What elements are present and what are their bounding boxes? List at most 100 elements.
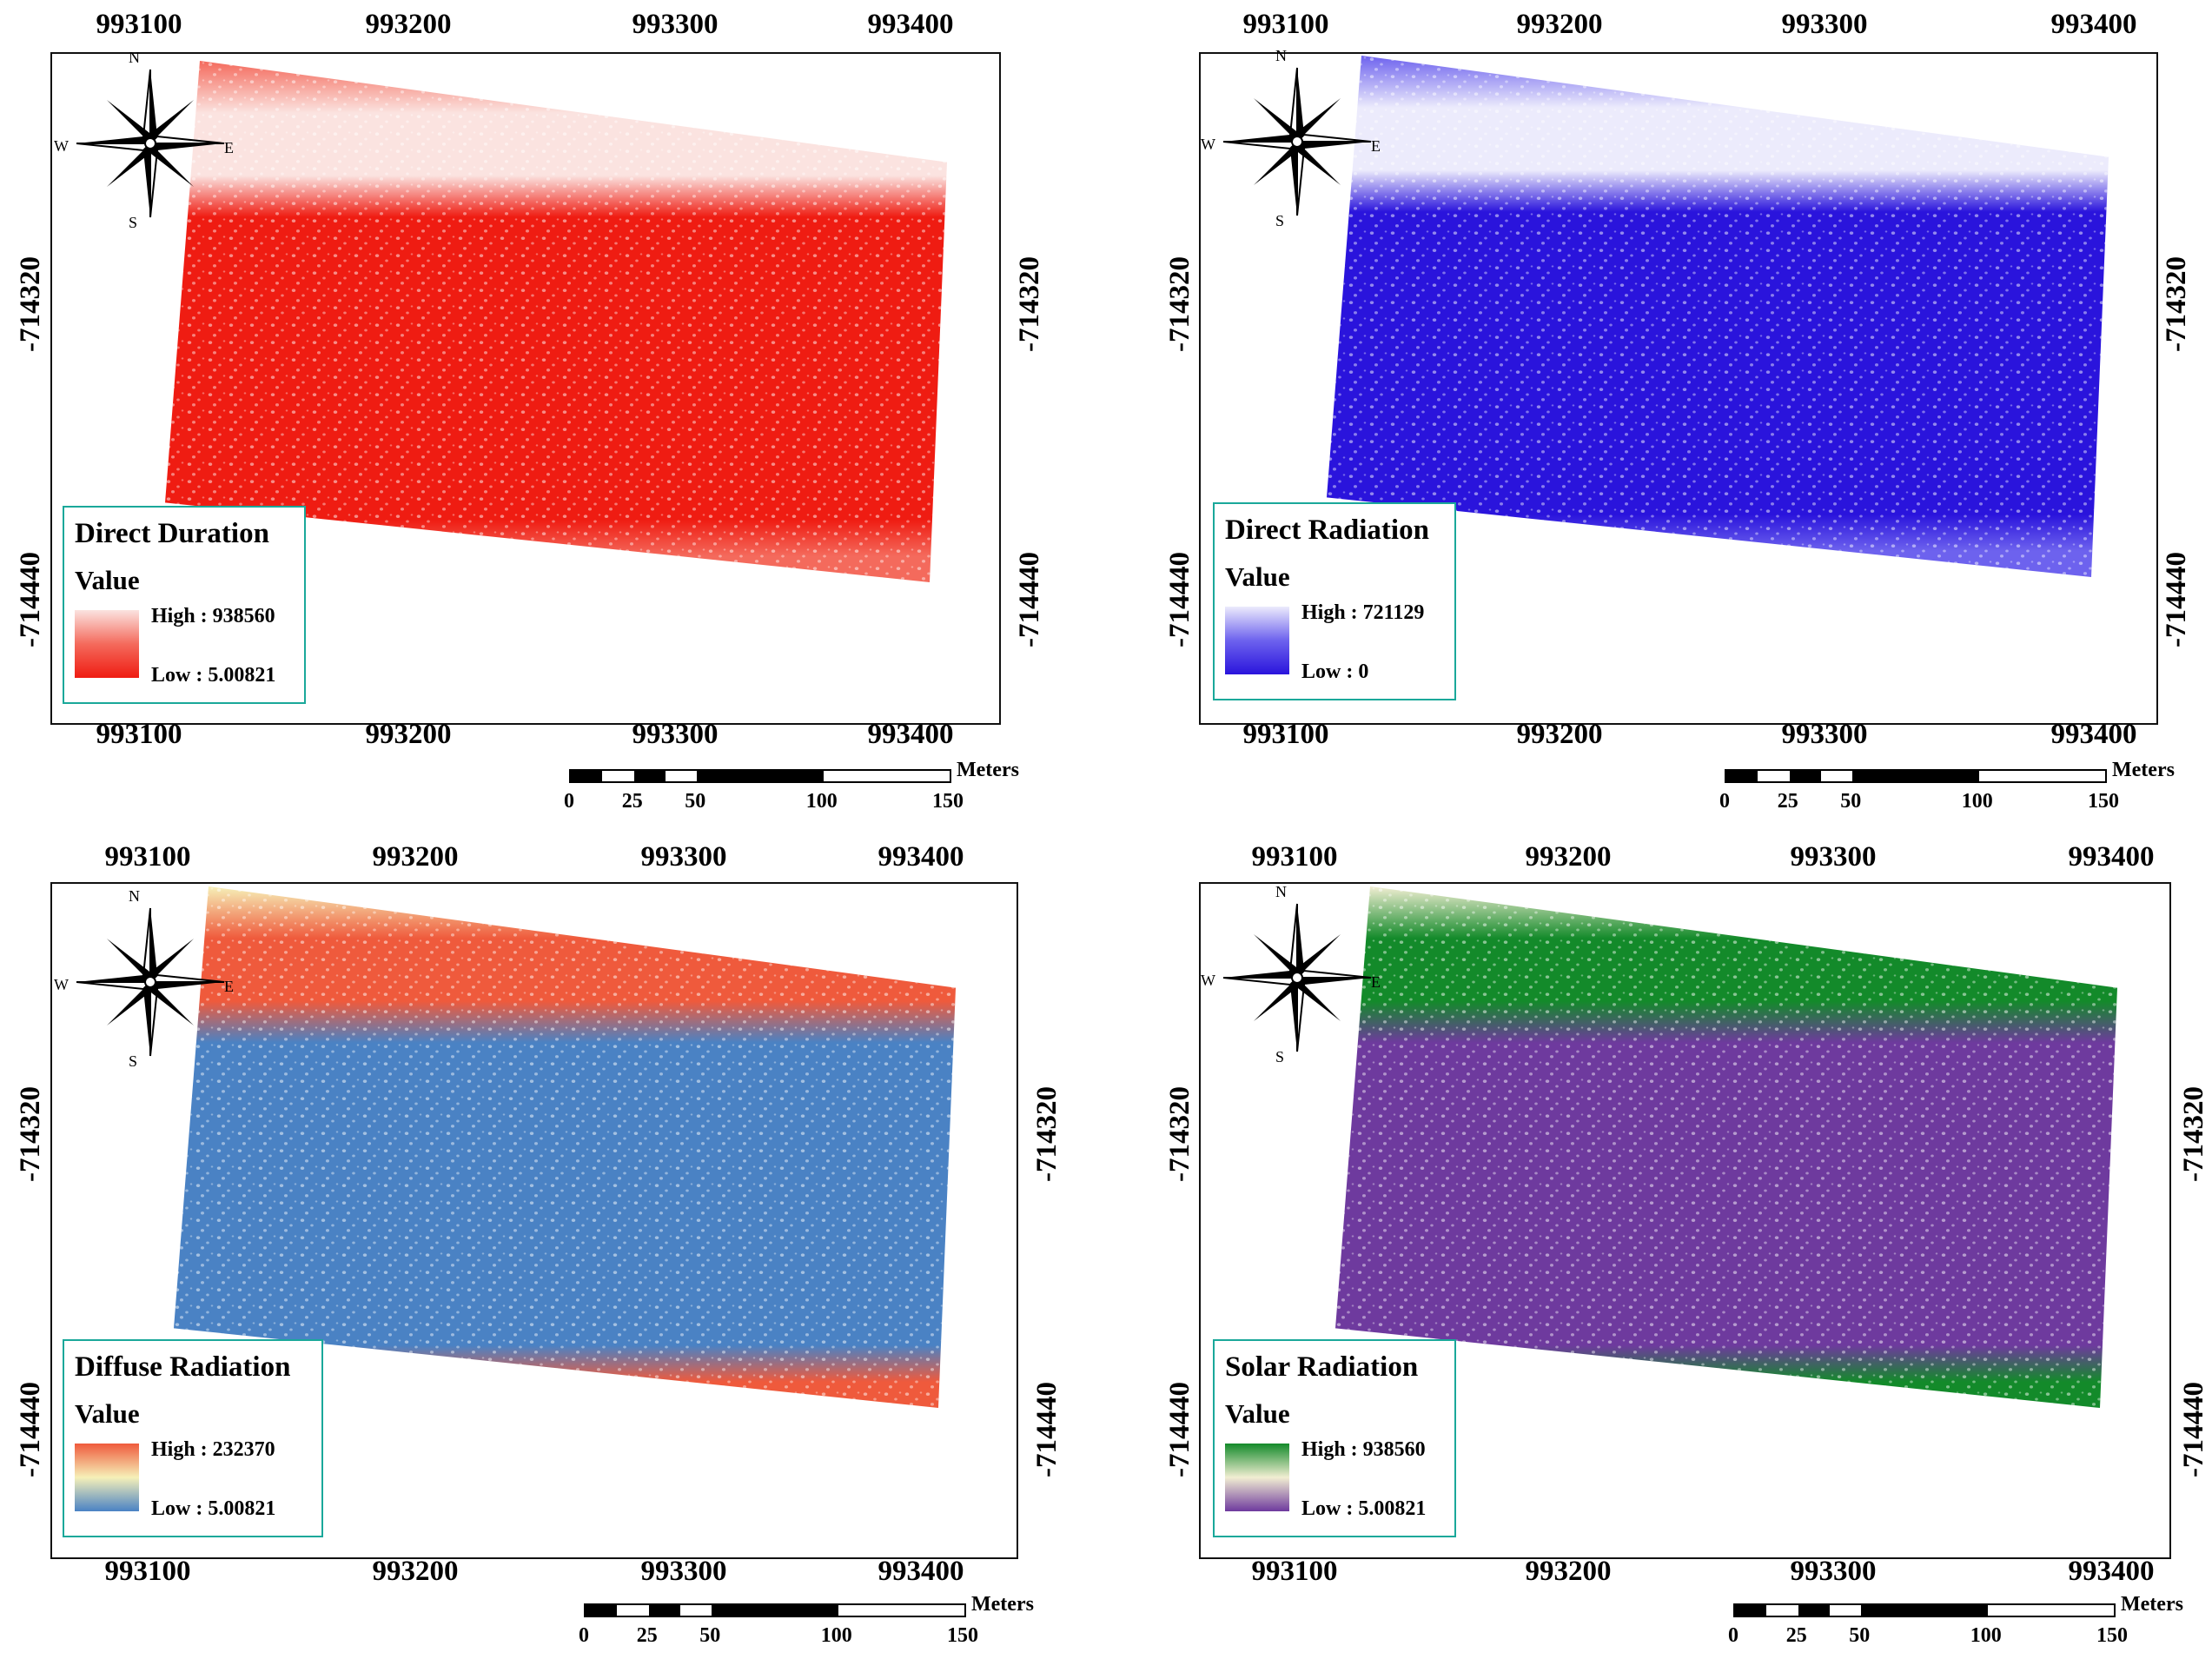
north-arrow-icon: N S W E (54, 49, 234, 231)
scale-tick-label: 150 (2088, 790, 2119, 813)
y-coordinate-label: -714320 (1164, 256, 1195, 352)
scale-tick-label: 0 (1719, 790, 1730, 813)
x-coordinate-label: 993400 (2068, 1556, 2155, 1587)
raster-image (174, 886, 956, 1408)
x-coordinate-label: 993400 (2050, 719, 2137, 750)
scale-bar: Meters 0 25 50 100 150 (564, 759, 1038, 828)
x-coordinate-label: 993100 (104, 841, 191, 873)
map-legend: Solar Radiation Value High : 938560 Low … (1213, 1339, 1456, 1537)
y-coordinate-label: -714440 (1014, 552, 1045, 647)
x-coordinate-label: 993300 (632, 9, 719, 40)
x-coordinate-label: 993200 (1516, 719, 1603, 750)
compass-n-label: N (1275, 47, 1287, 64)
x-coordinate-label: 993200 (372, 1556, 459, 1587)
x-coordinate-label: 993300 (632, 719, 719, 750)
map-legend: Direct Duration Value High : 938560 Low … (63, 506, 306, 704)
y-coordinate-label: -714440 (1164, 1382, 1195, 1477)
north-arrow-icon: N S W E (54, 887, 234, 1070)
scale-tick-label: 50 (1840, 790, 1862, 813)
y-coordinate-label: -714320 (1014, 256, 1045, 352)
y-coordinate-label: -714320 (15, 256, 46, 352)
x-coordinate-label: 993400 (867, 9, 954, 40)
legend-high-label: High : 232370 (151, 1438, 275, 1461)
scale-unit-label: Meters (957, 759, 1019, 781)
x-coordinate-label: 993400 (2068, 841, 2155, 873)
scale-tick-label: 150 (2096, 1624, 2128, 1647)
x-coordinate-label: 993100 (1251, 1556, 1338, 1587)
legend-color-ramp (1225, 607, 1289, 674)
legend-color-ramp (75, 1444, 139, 1511)
x-coordinate-label: 993200 (365, 719, 452, 750)
x-coordinate-label: 993300 (1790, 841, 1877, 873)
y-coordinate-label: -714320 (2178, 1086, 2209, 1182)
x-coordinate-label: 993300 (1781, 719, 1868, 750)
legend-low-label: Low : 5.00821 (151, 1497, 276, 1520)
scale-bar: Meters 0 25 50 100 150 (1719, 759, 2194, 828)
legend-low-label: Low : 5.00821 (151, 664, 276, 687)
compass-n-label: N (129, 887, 140, 905)
scale-tick-label: 150 (947, 1624, 978, 1647)
y-coordinate-label: -714320 (15, 1086, 46, 1182)
x-coordinate-label: 993100 (1242, 719, 1329, 750)
legend-title: Direct Radiation (1225, 514, 1429, 546)
legend-color-ramp (1225, 1444, 1289, 1511)
scale-tick-label: 25 (621, 790, 643, 813)
x-coordinate-label: 993200 (1516, 9, 1603, 40)
legend-value-label: Value (75, 565, 140, 595)
legend-color-ramp (75, 610, 139, 678)
raster-image (1335, 886, 2117, 1408)
compass-e-label: E (1371, 973, 1381, 991)
y-coordinate-label: -714440 (1164, 552, 1195, 647)
map-legend: Direct Radiation Value High : 721129 Low… (1213, 502, 1456, 700)
x-coordinate-label: 993400 (2050, 9, 2137, 40)
compass-s-label: S (129, 1052, 138, 1070)
x-coordinate-label: 993100 (1251, 841, 1338, 873)
compass-w-label: W (54, 137, 69, 155)
compass-e-label: E (224, 978, 234, 995)
x-coordinate-label: 993200 (1525, 841, 1612, 873)
x-coordinate-label: 993300 (1790, 1556, 1877, 1587)
compass-w-label: W (1201, 972, 1215, 989)
raster-image (165, 61, 947, 582)
y-coordinate-label: -714440 (2161, 552, 2192, 647)
compass-w-label: W (1201, 136, 1215, 153)
scale-tick-label: 25 (1785, 1624, 1807, 1647)
legend-high-label: High : 721129 (1301, 601, 1425, 624)
scale-tick-label: 150 (932, 790, 964, 813)
x-coordinate-label: 993400 (878, 1556, 964, 1587)
legend-title: Diffuse Radiation (75, 1351, 291, 1383)
compass-s-label: S (1275, 1048, 1285, 1065)
compass-s-label: S (129, 214, 138, 231)
x-coordinate-label: 993300 (640, 1556, 727, 1587)
scale-tick-label: 0 (1728, 1624, 1738, 1647)
scale-bar: Meters 0 25 50 100 150 (1728, 1593, 2202, 1663)
scale-tick-label: 0 (579, 1624, 589, 1647)
scale-tick-label: 100 (805, 790, 838, 813)
x-coordinate-label: 993400 (878, 841, 964, 873)
legend-title: Solar Radiation (1225, 1351, 1419, 1383)
legend-value-label: Value (75, 1398, 140, 1429)
legend-high-label: High : 938560 (1301, 1438, 1426, 1461)
y-coordinate-label: -714320 (1164, 1086, 1195, 1182)
y-coordinate-label: -714440 (2178, 1382, 2209, 1477)
scale-unit-label: Meters (2112, 759, 2175, 781)
scale-tick-label: 50 (699, 1624, 721, 1647)
x-coordinate-label: 993100 (96, 719, 182, 750)
north-arrow-icon: N S W E (1201, 883, 1381, 1065)
raster-image (1327, 56, 2109, 577)
x-coordinate-label: 993200 (365, 9, 452, 40)
compass-w-label: W (54, 976, 69, 993)
y-coordinate-label: -714440 (15, 552, 46, 647)
x-coordinate-label: 993100 (104, 1556, 191, 1587)
legend-title: Direct Duration (75, 518, 269, 549)
north-arrow-icon: N S W E (1201, 47, 1381, 229)
legend-low-label: Low : 0 (1301, 660, 1369, 683)
compass-s-label: S (1275, 212, 1285, 229)
scale-tick-label: 25 (636, 1624, 658, 1647)
x-coordinate-label: 993300 (1781, 9, 1868, 40)
legend-low-label: Low : 5.00821 (1301, 1497, 1427, 1520)
x-coordinate-label: 993100 (1242, 9, 1329, 40)
scale-bar: Meters 0 25 50 100 150 (579, 1593, 1053, 1663)
map-legend: Diffuse Radiation Value High : 232370 Lo… (63, 1339, 323, 1537)
compass-e-label: E (1371, 137, 1381, 155)
